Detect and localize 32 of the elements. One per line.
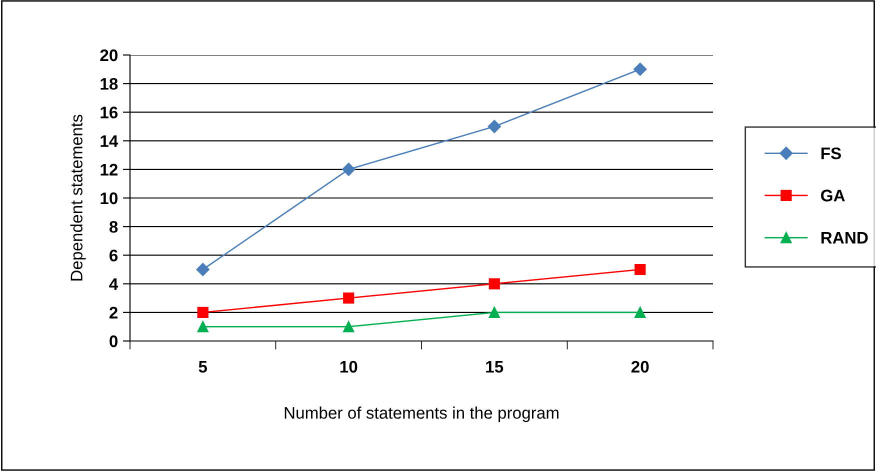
y-tick-label: 18 — [100, 78, 118, 90]
point — [197, 306, 208, 318]
y-tick-label: 20 — [100, 49, 118, 62]
legend-label: RAND — [821, 232, 868, 244]
y-tick-label: 16 — [100, 106, 118, 118]
y-tick-label: 14 — [100, 135, 118, 147]
point — [196, 262, 210, 276]
point — [488, 120, 501, 134]
y-tick-label: 0 — [110, 335, 118, 348]
point — [343, 292, 354, 304]
point — [197, 321, 208, 332]
legend-label: FS — [821, 147, 841, 160]
x-tick-label: 5 — [198, 361, 208, 373]
x-tick-label: 15 — [486, 361, 504, 373]
legend-label: GA — [821, 190, 845, 202]
point — [634, 62, 647, 76]
y-tick-label: 12 — [100, 164, 118, 176]
point — [488, 306, 500, 318]
y-tick-label: 6 — [110, 250, 118, 262]
point — [634, 264, 646, 276]
y-tick-label: 10 — [100, 192, 118, 204]
point — [342, 162, 356, 176]
y-tick-label: 4 — [109, 278, 118, 290]
y-axis-title: Dependent statements — [70, 114, 86, 280]
x-axis-title: Number of statements in the program — [284, 406, 558, 422]
x-tick-label: 20 — [631, 360, 649, 373]
point — [343, 321, 354, 332]
y-tick-label: 2 — [110, 306, 118, 318]
x-tick-label: 10 — [340, 360, 358, 373]
y-tick-label: 8 — [109, 221, 118, 233]
point — [634, 306, 646, 318]
point — [488, 278, 500, 290]
